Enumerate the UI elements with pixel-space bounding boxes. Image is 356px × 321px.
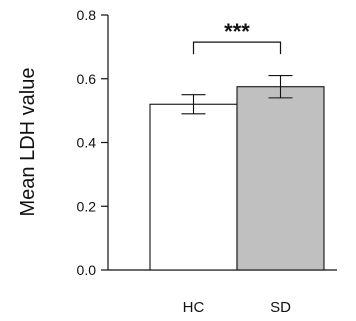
y-tick-label: 0.2: [77, 198, 97, 214]
bars-layer: [149, 75, 325, 271]
bar-sd: [236, 86, 325, 271]
bar-hc: [149, 103, 238, 271]
y-axis-label: Mean LDH value: [17, 68, 39, 217]
y-tick-label: 0.8: [77, 7, 97, 23]
labels-layer: 0.0 0.2 0.4 0.6 0.8 HC SD ***: [77, 7, 292, 316]
x-tick-label-sd: SD: [270, 299, 291, 316]
significance-bracket: [192, 41, 282, 55]
y-tick-label: 0.0: [77, 262, 97, 278]
y-tick-label: 0.6: [77, 71, 97, 87]
y-tick-label: 0.4: [77, 135, 97, 151]
x-tick-label-hc: HC: [183, 299, 205, 316]
significance-label: ***: [224, 19, 250, 44]
